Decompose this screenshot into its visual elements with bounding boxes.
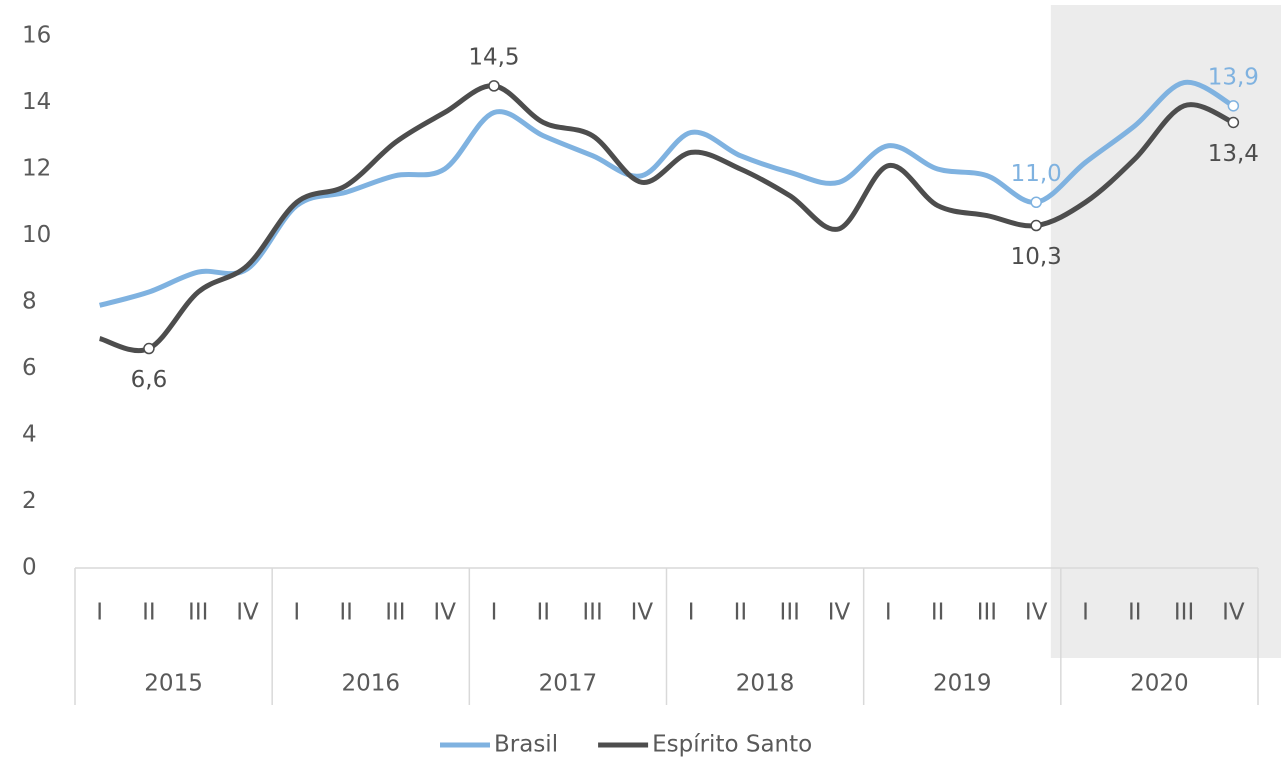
x-tick-label: II	[734, 600, 748, 626]
y-tick-label: 8	[22, 289, 37, 315]
x-group-label: 2016	[341, 671, 400, 697]
x-tick-label: IV	[1222, 600, 1245, 626]
data-point	[1030, 196, 1042, 208]
x-tick-label: III	[385, 600, 405, 626]
data-label: 13,4	[1208, 141, 1259, 167]
x-tick-label: III	[188, 600, 208, 626]
data-point	[1030, 219, 1042, 232]
x-tick-label: II	[1128, 600, 1142, 626]
legend-label: Espírito Santo	[652, 732, 812, 758]
x-group-label: 2020	[1130, 671, 1189, 697]
y-tick-label: 10	[22, 222, 51, 248]
x-tick-label: III	[582, 600, 602, 626]
y-tick-label: 6	[22, 355, 37, 381]
data-point	[488, 80, 500, 92]
x-group-label: 2019	[933, 671, 992, 697]
x-tick-label: II	[339, 600, 353, 626]
y-tick-label: 0	[22, 555, 37, 581]
x-tick-label: I	[885, 600, 892, 626]
y-tick-label: 12	[22, 156, 51, 182]
shaded-region	[1050, 5, 1281, 658]
y-tick-label: 2	[22, 488, 37, 514]
x-tick-label: III	[977, 600, 997, 626]
x-tick-label: II	[142, 600, 156, 626]
x-group-label: 2015	[144, 671, 203, 697]
data-label: 6,6	[131, 367, 168, 393]
y-tick-label: 4	[22, 422, 37, 448]
x-group-label: 2018	[736, 671, 795, 697]
data-label: 11,0	[1011, 161, 1062, 187]
x-tick-label: I	[688, 600, 695, 626]
x-tick-label: IV	[433, 600, 456, 626]
data-label: 14,5	[468, 44, 519, 70]
x-tick-label: II	[931, 600, 945, 626]
data-label: 10,3	[1011, 244, 1062, 270]
x-tick-label: IV	[236, 600, 259, 626]
x-group-label: 2017	[539, 671, 598, 697]
x-tick-label: IV	[631, 600, 654, 626]
y-tick-label: 16	[22, 23, 51, 49]
x-tick-label: I	[96, 600, 103, 626]
x-tick-label: I	[491, 600, 498, 626]
x-tick-label: III	[780, 600, 800, 626]
data-label: 13,9	[1208, 64, 1259, 90]
data-point	[1227, 116, 1240, 129]
x-tick-label: IV	[828, 600, 851, 626]
x-tick-label: I	[293, 600, 300, 626]
data-point	[143, 342, 155, 355]
x-tick-label: I	[1082, 600, 1089, 626]
x-tick-label: IV	[1025, 600, 1048, 626]
data-point	[1227, 100, 1240, 112]
x-tick-label: III	[1174, 600, 1194, 626]
x-tick-label: II	[536, 600, 550, 626]
y-tick-label: 14	[22, 89, 51, 115]
legend-label: Brasil	[494, 732, 558, 758]
